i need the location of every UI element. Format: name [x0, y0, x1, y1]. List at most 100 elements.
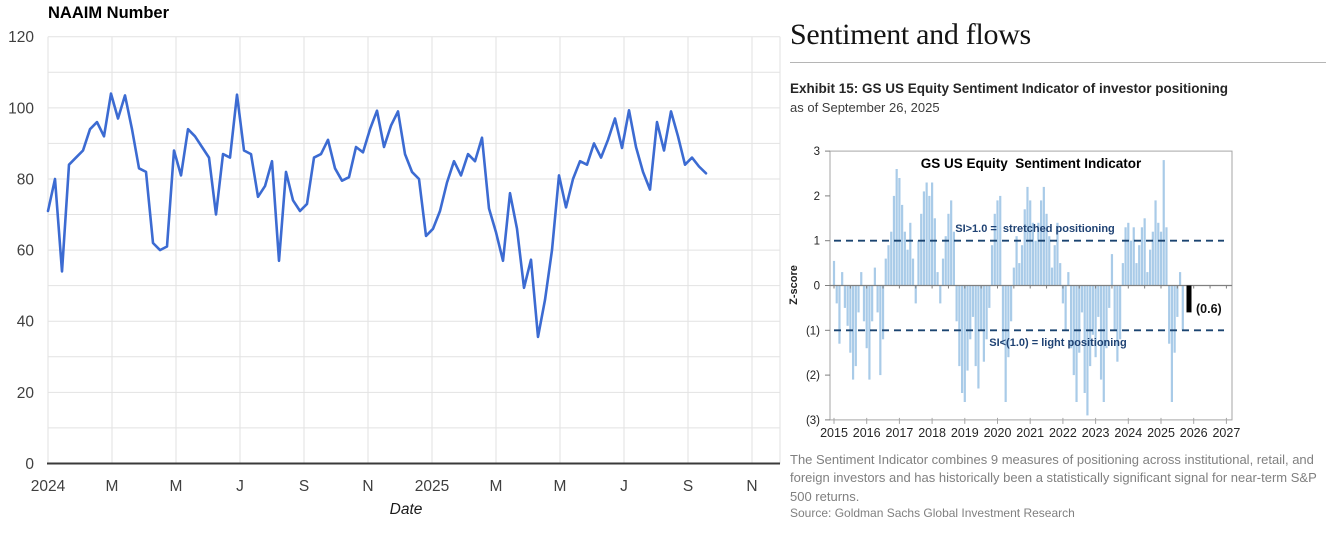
- sentiment-bar: [887, 245, 890, 286]
- naaim-x-tick-label: S: [299, 478, 309, 495]
- sentiment-bar: [1072, 285, 1075, 376]
- naaim-y-tick-label: 40: [17, 314, 35, 331]
- sentiment-bar: [1097, 285, 1100, 317]
- sentiment-bar: [1143, 218, 1146, 286]
- sentiment-bar: [1007, 285, 1010, 358]
- gs-y-tick-label: (1): [806, 325, 820, 337]
- naaim-x-tick-label: J: [236, 478, 244, 495]
- naaim-line-chart: 0 20 40 60 80 100 120 2024 M M J S N 2025 M M J S N: [8, 29, 781, 495]
- sentiment-bar: [990, 245, 994, 286]
- gs-y-tick-label: 0: [814, 281, 820, 293]
- gs-x-tick-label: 2017: [885, 426, 913, 440]
- sentiment-bar: [1010, 285, 1013, 322]
- naaim-x-tick-label: N: [746, 478, 757, 495]
- light-positioning-annotation: SI<(1.0) = light positioning: [989, 337, 1127, 349]
- stretched-positioning-annotation: SI>1.0 = stretched positioning: [955, 223, 1115, 235]
- sentiment-bar: [982, 285, 985, 362]
- sentiment-bar: [1105, 285, 1108, 349]
- naaim-x-tick-label: M: [554, 478, 567, 495]
- sentiment-bar: [865, 285, 868, 349]
- gs-x-tick-label: 2025: [1147, 426, 1175, 440]
- sentiment-bar: [881, 285, 885, 340]
- sentiment-bar: [988, 285, 991, 308]
- naaim-series-line: [46, 92, 708, 339]
- naaim-x-tick-label: S: [683, 478, 693, 495]
- sentiment-bar: [933, 218, 936, 286]
- sentiment-bar: [1056, 222, 1059, 286]
- sentiment-bar: [941, 258, 945, 286]
- sentiment-bar: [1129, 240, 1133, 286]
- sentiment-bar: [963, 285, 966, 402]
- sentiment-bar: [911, 258, 915, 286]
- sentiment-bar: [971, 285, 975, 317]
- naaim-x-axis-title: Date: [389, 501, 423, 518]
- sentiment-bar: [862, 285, 866, 322]
- sentiment-bar: [1091, 285, 1094, 335]
- sentiment-bar: [1020, 245, 1024, 286]
- gs-y-tick-label: (3): [806, 415, 820, 427]
- gs-y-tick-label: 2: [814, 191, 820, 203]
- gs-x-tick-label: 2027: [1212, 426, 1240, 440]
- gs-y-tick-label: (2): [806, 370, 820, 382]
- naaim-x-tick-label: M: [490, 478, 503, 495]
- sentiment-bar: [996, 200, 999, 286]
- sentiment-bar: [1168, 285, 1171, 344]
- gs-x-tick-label: 2024: [1114, 426, 1142, 440]
- naaim-y-tick-label: 60: [17, 243, 35, 260]
- gs-y-axis-title: Z-score: [788, 265, 800, 305]
- exhibit-title: Exhibit 15: GS US Equity Sentiment Indic…: [790, 81, 1229, 96]
- sentiment-bar: [1135, 263, 1138, 286]
- naaim-x-tick-label: M: [106, 478, 119, 495]
- sentiment-bar: [1165, 227, 1168, 286]
- sentiment-bar: [876, 285, 879, 313]
- sentiment-bar: [917, 240, 920, 286]
- gs-x-tick-label: 2026: [1180, 426, 1208, 440]
- sentiment-bar: [1075, 285, 1078, 402]
- gs-x-tick-label: 2016: [853, 426, 881, 440]
- exhibit-caption: The Sentiment Indicator combines 9 measu…: [790, 452, 1317, 504]
- sentiment-bar: [928, 195, 931, 286]
- sentiment-bar: [1064, 285, 1067, 331]
- sentiment-bar: [1012, 267, 1015, 286]
- sentiment-bar: [854, 285, 857, 367]
- sentiment-bar: [993, 213, 996, 286]
- sentiment-bar: [1029, 200, 1032, 286]
- gs-x-tick-label: 2020: [984, 426, 1012, 440]
- sentiment-bar: [1132, 227, 1135, 286]
- sentiment-bar: [1113, 285, 1116, 331]
- sentiment-bar: [1042, 186, 1045, 286]
- sentiment-bar: [851, 285, 855, 380]
- sentiment-bar: [960, 285, 964, 393]
- sentiment-bar: [1078, 285, 1081, 353]
- sentiment-bar: [1108, 285, 1111, 308]
- sentiment-bar: [1124, 227, 1127, 286]
- naaim-x-tick-label: M: [170, 478, 183, 495]
- sentiment-bar: [1004, 285, 1007, 402]
- naaim-y-tick-label: 100: [8, 100, 34, 117]
- sentiment-bar: [936, 272, 939, 286]
- sentiment-bar: [1034, 240, 1037, 286]
- sentiment-bar: [1181, 285, 1184, 331]
- sentiment-bar: [843, 285, 846, 308]
- sentiment-bar: [1086, 285, 1089, 416]
- sentiment-bar: [1146, 272, 1149, 286]
- sentiment-bar: [879, 285, 882, 376]
- sentiment-bar: [944, 236, 947, 286]
- naaim-y-tick-label: 20: [17, 385, 35, 402]
- sentiment-bar: [898, 178, 901, 286]
- sentiment-bar: [969, 285, 972, 340]
- sentiment-bar: [1015, 236, 1018, 286]
- sentiment-bar: [890, 231, 893, 286]
- exhibit-subtitle: as of September 26, 2025: [790, 100, 940, 115]
- naaim-x-tick-label: J: [620, 478, 628, 495]
- naaim-y-tick-label: 80: [17, 171, 35, 188]
- sentiment-bar: [1080, 285, 1084, 313]
- sentiment-bar: [895, 169, 898, 286]
- gs-x-tick-label: 2019: [951, 426, 979, 440]
- gs-chart-title: GS US Equity Sentiment Indicator: [920, 156, 1142, 171]
- sentiment-bar: [1178, 272, 1182, 286]
- exhibit-source: Source: Goldman Sachs Global Investment …: [790, 506, 1075, 520]
- naaim-x-tick-label: 2024: [31, 478, 66, 495]
